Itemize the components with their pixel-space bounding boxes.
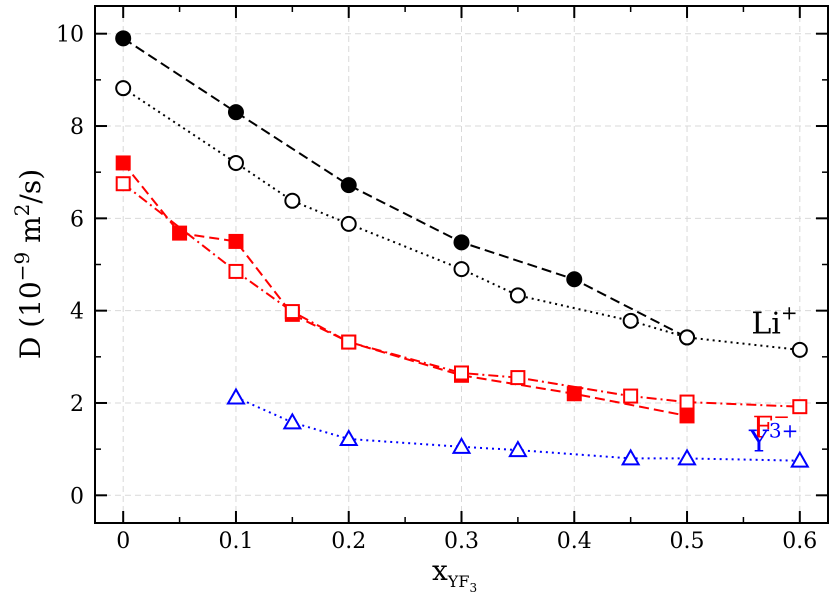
series-label-f-sup: −	[773, 405, 790, 429]
data-point-s3-6	[623, 388, 639, 404]
data-point-s3-0	[115, 176, 131, 192]
data-point-s0-0	[115, 30, 132, 47]
y-tick-label-0: 0	[70, 484, 84, 509]
data-point-s4-0	[226, 387, 246, 405]
x-tick-label-0: 0	[116, 529, 130, 554]
data-point-s4-5	[620, 448, 641, 466]
data-point-s1-5	[509, 287, 526, 304]
y-axis-label-exp: −9	[10, 252, 34, 281]
data-point-s3-8	[792, 399, 808, 415]
data-point-s0-2	[340, 177, 357, 194]
y-axis-label-pre: D (10	[14, 281, 47, 359]
data-point-s4-6	[677, 448, 697, 466]
series-label-li: Li+	[751, 301, 797, 342]
series-label-y-base: Y	[748, 424, 770, 459]
series-line-0	[122, 37, 688, 339]
series-line-2	[122, 162, 688, 417]
data-point-s1-6	[622, 312, 639, 329]
data-point-s4-4	[508, 440, 528, 458]
y-tick-label-5: 10	[56, 23, 84, 48]
y-tick-label-2: 4	[70, 300, 84, 325]
data-point-s1-4	[453, 261, 470, 278]
series-label-li-base: Li	[751, 307, 781, 342]
data-point-s3-1	[228, 263, 244, 279]
y-tick-label-3: 6	[70, 207, 84, 232]
y-axis-label: D (10−9 m2/s)	[10, 169, 47, 359]
data-point-s2-1	[172, 225, 188, 241]
data-point-s3-4	[454, 365, 469, 381]
series-line-3	[122, 182, 800, 408]
data-point-s3-7	[679, 394, 695, 410]
ticks: 0 0.1 0.2 0.3 0.4 0.5 0.6 0 2 4 6 8 10	[56, 6, 828, 554]
data-point-s1-1	[227, 154, 244, 171]
x-axis-label-sub: YF	[447, 572, 470, 591]
data-point-s4-2	[339, 428, 359, 446]
x-tick-label-5: 0.5	[670, 529, 705, 554]
y-axis-label-mid: m	[14, 216, 47, 251]
data-point-s4-3	[451, 436, 472, 454]
series-2	[115, 155, 695, 424]
data-point-s3-2	[284, 304, 300, 320]
data-point-s1-8	[791, 341, 808, 358]
data-point-s2-7	[679, 408, 695, 424]
data-point-s1-2	[284, 192, 301, 209]
y-axis-label-exp2: 2	[10, 204, 34, 217]
series-3	[115, 176, 808, 415]
series-label-y: Y3+	[748, 418, 798, 459]
x-tick-label-6: 0.6	[782, 529, 817, 554]
x-axis-label: xYF3	[432, 554, 477, 595]
x-axis-label-subsub: 3	[469, 581, 477, 595]
series-0	[115, 30, 696, 346]
x-tick-label-4: 0.4	[557, 529, 592, 554]
data-point-s2-2	[228, 233, 244, 249]
x-tick-label-3: 0.3	[444, 529, 479, 554]
series-label-f: F−	[752, 405, 790, 446]
data-point-s0-3	[453, 234, 470, 251]
series-group	[115, 30, 810, 468]
data-point-s0-1	[227, 104, 244, 121]
data-point-s0-4	[566, 271, 583, 288]
series-label-f-base: F	[752, 411, 773, 446]
data-point-s2-6	[566, 386, 582, 402]
y-axis-label-post: /s)	[14, 169, 47, 204]
series-label-y-sup: 3+	[769, 418, 798, 442]
data-point-s4-7	[790, 450, 810, 468]
data-point-s1-7	[679, 329, 696, 346]
y-tick-label-1: 2	[70, 392, 84, 417]
x-tick-label-2: 0.2	[331, 529, 366, 554]
data-point-s3-3	[341, 334, 357, 350]
data-point-s1-3	[340, 215, 357, 232]
y-tick-label-4: 8	[70, 115, 84, 140]
data-point-s2-0	[115, 155, 131, 171]
x-axis-label-base: x	[432, 554, 448, 587]
series-4	[226, 387, 810, 468]
series-label-li-sup: +	[781, 301, 798, 325]
data-point-s4-1	[282, 412, 303, 430]
x-tick-label-1: 0.1	[218, 529, 253, 554]
series-1	[115, 80, 808, 358]
annotations: Li+ F−Y3+	[748, 301, 798, 460]
data-point-s3-5	[510, 370, 526, 386]
data-point-s1-0	[115, 80, 132, 97]
